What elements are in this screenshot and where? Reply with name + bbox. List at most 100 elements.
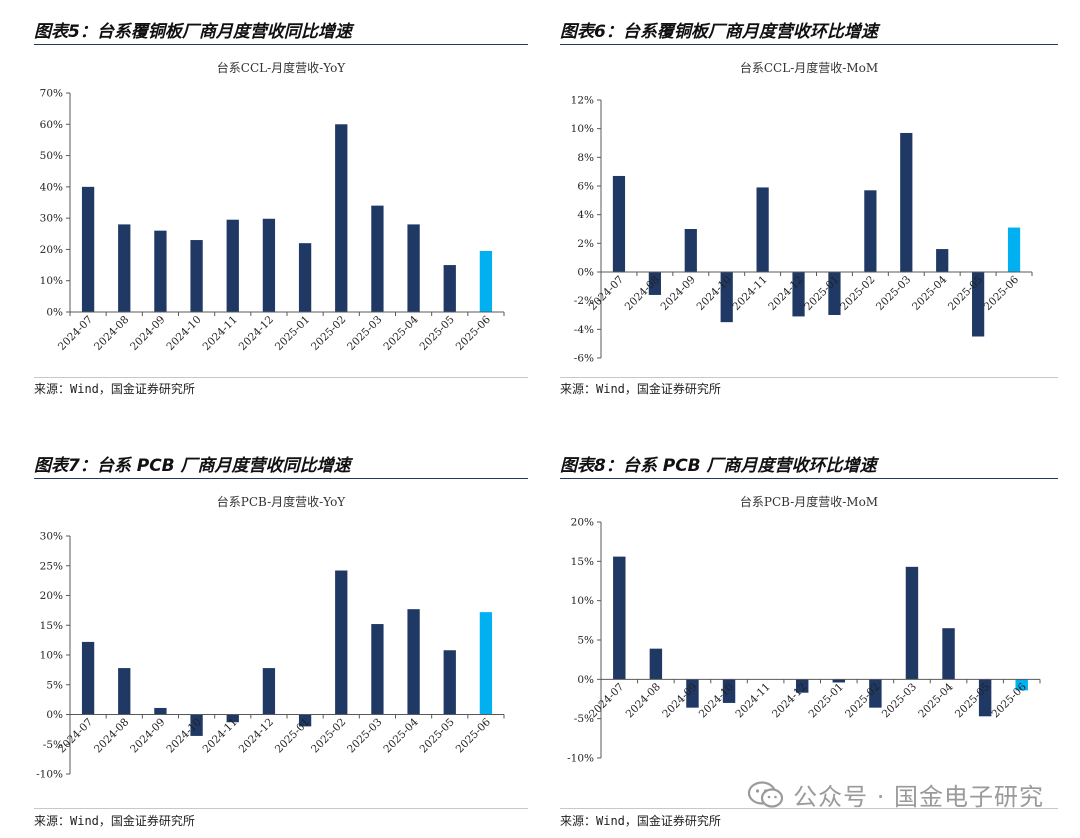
figure-6-top-rule [560, 44, 1058, 45]
figure-6-label: 图表6：台系覆铜板厂商月度营收环比增速 [560, 22, 878, 42]
chart-pcb-mom: 台系PCB-月度营收-MoM -10% -5% 0% 5% 10% 15% 20% 2024-0… [567, 494, 1041, 765]
bar-2025-03 [900, 132, 913, 272]
bar-2024-11 [226, 219, 239, 312]
bar-2025-03 [905, 566, 919, 680]
x-tick-label: 2024-07 [587, 681, 626, 720]
y-tick-label: 12% [571, 95, 594, 107]
bar-2025-05 [978, 679, 992, 717]
y-tick-label: 10% [40, 650, 63, 662]
x-tick-label: 2024-12 [237, 314, 276, 353]
y-tick-label: 25% [40, 560, 63, 572]
x-tick-label: 2025-03 [345, 314, 384, 353]
y-tick-label: 2% [577, 238, 594, 250]
x-tick-label: 2025-06 [454, 716, 494, 756]
y-tick-label: 5% [46, 679, 63, 691]
figure-5-source: 来源：Wind，国金证券研究所 [34, 382, 195, 396]
y-tick-label: 30% [40, 213, 63, 225]
bar-2025-06 [479, 612, 493, 715]
figure-8-top-rule [560, 478, 1058, 479]
figure-7-label: 图表7：台系 PCB 厂商月度营收同比增速 [34, 456, 351, 476]
x-tick-label: 2024-11 [201, 314, 240, 353]
y-tick-label: -10% [36, 769, 63, 781]
watermark-text: 公众号 · 国金电子研究 [793, 783, 1044, 811]
bar-2024-08 [118, 668, 131, 715]
chart-ccl-mom: 台系CCL-月度营收-MoM -6% -4% -2% 0% 2% 4% 6% 8% 10% 12% 2… [571, 60, 1033, 365]
bar-2024-08 [118, 224, 131, 312]
chart-title: 台系PCB-月度营收-YoY [217, 494, 347, 509]
figure-6-bottom-rule [560, 377, 1058, 378]
x-tick-label: 2025-03 [880, 681, 919, 720]
bar-2025-04 [407, 224, 420, 312]
y-tick-label: 30% [40, 531, 63, 543]
y-tick-label: 5% [577, 635, 594, 647]
x-tick-label: 2025-05 [418, 314, 457, 353]
bar-2025-04 [407, 609, 420, 715]
x-tick-label: 2025-04 [381, 716, 421, 756]
chart-ccl-yoy: 台系CCL-月度营收-YoY 0% 10% 20% 30% 40% 50% 60% 70% 202… [40, 60, 505, 353]
y-tick-label: -2% [574, 295, 594, 307]
y-tick-label: 0% [46, 307, 63, 319]
x-tick-label: 2024-09 [128, 716, 167, 755]
x-tick-label: 2024-08 [92, 314, 131, 353]
y-tick-label: 10% [571, 595, 594, 607]
bar-2024-08 [648, 272, 661, 295]
bar-2024-07 [612, 175, 626, 272]
x-tick-label: 2024-07 [587, 274, 626, 313]
y-tick-label: 8% [577, 152, 594, 164]
y-tick-label: -10% [567, 753, 594, 765]
y-tick-label: 40% [40, 181, 63, 193]
y-tick-label: 10% [571, 123, 594, 135]
bar-2025-06 [1007, 227, 1021, 272]
bar-2025-01 [298, 243, 312, 312]
bar-2024-11 [226, 714, 239, 723]
bar-2024-11 [756, 187, 769, 272]
x-tick-label: 2025-02 [309, 716, 348, 755]
bar-2024-07 [81, 186, 95, 312]
x-tick-label: 2025-06 [454, 313, 494, 353]
bar-2024-10 [720, 272, 733, 323]
figure-5-label: 图表5：台系覆铜板厂商月度营收同比增速 [34, 22, 352, 42]
x-tick-label: 2024-10 [164, 314, 203, 353]
x-tick-label: 2024-11 [730, 274, 769, 313]
chart-pcb-yoy: 台系PCB-月度营收-YoY -10% -5% 0% 5% 10% 15% 20% 25% 30%… [36, 494, 505, 781]
y-tick-label: 0% [46, 709, 63, 721]
bar-2025-01 [298, 714, 312, 727]
bar-2024-09 [154, 230, 167, 312]
x-tick-label: 2025-06 [989, 681, 1029, 721]
x-tick-label: 2024-09 [659, 274, 698, 313]
chart-title: 台系CCL-月度营收-YoY [217, 60, 347, 75]
x-tick-label: 2025-03 [874, 274, 913, 313]
wechat-icon [748, 780, 784, 808]
bar-2024-07 [81, 641, 95, 715]
x-tick-label: 2024-12 [237, 716, 276, 755]
y-tick-label: 6% [577, 181, 594, 193]
bar-2024-10 [190, 240, 203, 312]
bar-2025-02 [864, 190, 877, 272]
bar-2025-01 [832, 679, 846, 683]
bar-2025-05 [443, 650, 456, 715]
x-tick-label: 2025-06 [982, 273, 1022, 313]
figure-8-source: 来源：Wind，国金证券研究所 [560, 814, 721, 828]
y-tick-label: 0% [577, 674, 594, 686]
bar-2025-03 [371, 205, 384, 312]
y-tick-label: -4% [574, 324, 594, 336]
y-tick-label: 15% [40, 620, 63, 632]
bar-2025-01 [828, 272, 841, 315]
y-tick-label: 0% [577, 267, 594, 279]
x-tick-label: 2024-12 [770, 681, 809, 720]
watermark: 公众号 · 国金电子研究 [747, 777, 1044, 812]
bar-2024-09 [154, 707, 167, 715]
bar-2024-12 [795, 679, 809, 693]
bar-2025-03 [371, 624, 384, 715]
y-tick-label: 10% [40, 275, 63, 287]
bar-2025-05 [972, 272, 985, 337]
y-tick-label: 4% [577, 209, 594, 221]
figure-7-top-rule [34, 478, 528, 479]
y-tick-label: 50% [40, 150, 63, 162]
y-tick-label: -5% [574, 713, 594, 725]
bar-2024-09 [684, 229, 697, 272]
figure-7-source: 来源：Wind，国金证券研究所 [34, 814, 195, 828]
x-tick-label: 2025-05 [418, 716, 457, 755]
bar-2025-02 [335, 124, 348, 313]
x-tick-label: 2025-04 [910, 273, 950, 313]
